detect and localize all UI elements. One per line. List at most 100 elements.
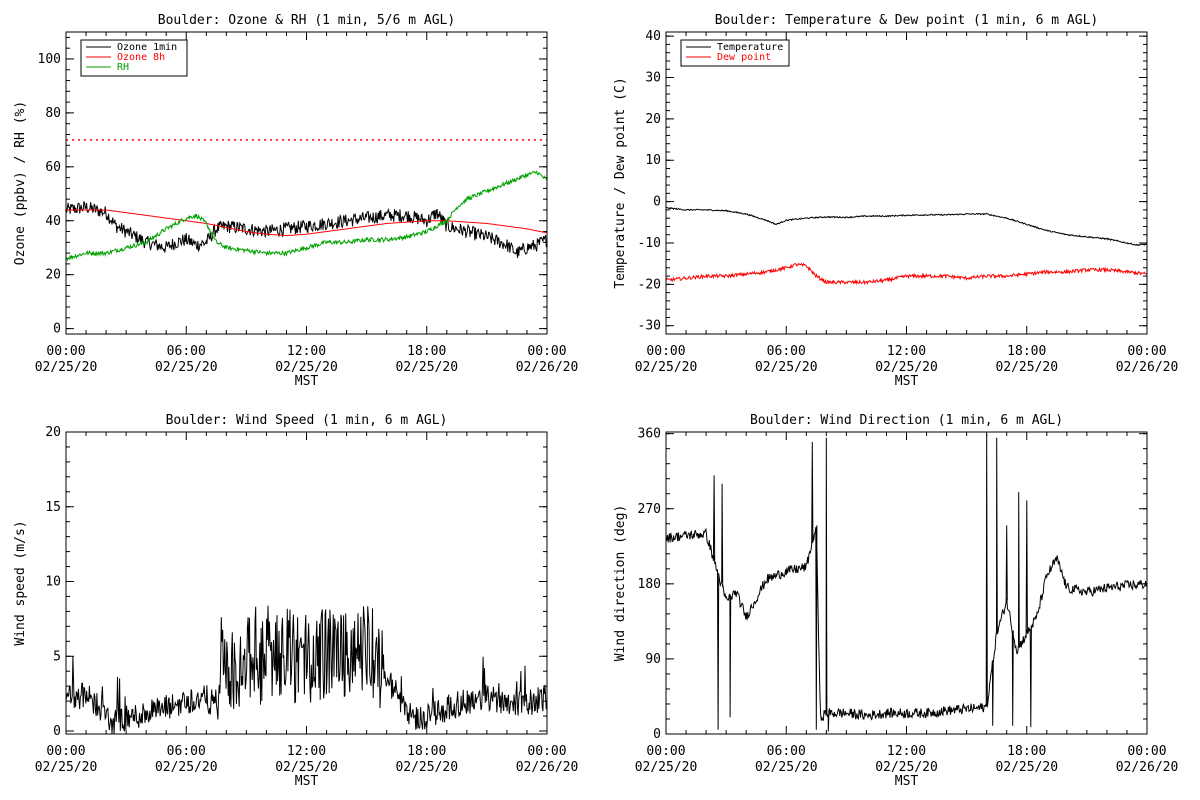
y-tick-label: 20 (45, 268, 61, 283)
y-tick-label: -30 (638, 319, 661, 334)
y-tick-label: 40 (45, 214, 61, 229)
x-tick-date-label: 02/26/20 (516, 760, 579, 775)
x-tick-date-label: 02/25/20 (875, 760, 938, 775)
x-tick-date-label: 02/25/20 (275, 360, 338, 375)
axes-frame (665, 31, 1148, 335)
axes-frame (65, 431, 548, 735)
y-tick-label: -10 (638, 236, 661, 251)
y-tick-label: 80 (45, 106, 61, 121)
x-tick-date-label: 02/25/20 (35, 360, 98, 375)
x-tick-date-label: 02/25/20 (35, 760, 98, 775)
x-tick-time-label: 12:00 (887, 744, 926, 759)
series-line-dew-point (666, 262, 1147, 286)
x-tick-time-label: 00:00 (1127, 744, 1166, 759)
wind-direction-panel: Boulder: Wind Direction (1 min, 6 m AGL)… (613, 413, 1178, 789)
x-tick-time-label: 18:00 (1007, 344, 1046, 359)
plot-area (66, 605, 547, 734)
x-tick-date-label: 02/25/20 (155, 760, 218, 775)
temperature-dewpoint-panel: Boulder: Temperature & Dew point (1 min,… (613, 13, 1178, 389)
x-tick-time-label: 00:00 (527, 344, 566, 359)
x-tick-time-label: 18:00 (407, 344, 446, 359)
legend-box (680, 39, 790, 67)
x-axis-label: MST (295, 374, 319, 389)
x-axis-label: MST (295, 774, 319, 789)
axes-frame (665, 431, 1148, 735)
y-tick-label: 0 (653, 195, 661, 210)
series-line-temperature (666, 206, 1147, 247)
x-tick-time-label: 12:00 (287, 744, 326, 759)
y-tick-label: 0 (53, 322, 61, 337)
x-tick-time-label: 00:00 (46, 744, 85, 759)
x-tick-time-label: 06:00 (167, 344, 206, 359)
y-tick-label: 100 (38, 52, 61, 67)
x-tick-time-label: 12:00 (887, 344, 926, 359)
x-tick-date-label: 02/25/20 (635, 760, 698, 775)
x-tick-time-label: 18:00 (1007, 744, 1046, 759)
y-tick-label: 60 (45, 160, 61, 175)
y-tick-label: 30 (645, 71, 661, 86)
x-tick-date-label: 02/25/20 (395, 360, 458, 375)
legend-label: RH (117, 62, 129, 73)
x-tick-date-label: 02/25/20 (155, 360, 218, 375)
series-line-rh (66, 170, 547, 262)
legend-label: Dew point (717, 52, 771, 63)
y-tick-label: -20 (638, 277, 661, 292)
x-tick-time-label: 06:00 (767, 744, 806, 759)
x-tick-time-label: 00:00 (46, 344, 85, 359)
x-axis-label: MST (895, 374, 919, 389)
x-tick-date-label: 02/25/20 (995, 760, 1058, 775)
x-tick-date-label: 02/25/20 (395, 760, 458, 775)
x-tick-date-label: 02/26/20 (1116, 760, 1179, 775)
y-tick-label: 0 (653, 727, 661, 742)
chart-title: Boulder: Ozone & RH (1 min, 5/6 m AGL) (158, 13, 455, 28)
y-axis-label: Temperature / Dew point (C) (613, 77, 628, 288)
legend-label: Temperature (717, 42, 783, 53)
x-tick-time-label: 12:00 (287, 344, 326, 359)
axes-frame (65, 31, 548, 335)
y-axis-label: Wind speed (m/s) (13, 520, 28, 645)
y-tick-label: 10 (645, 153, 661, 168)
wind-speed-panel: Boulder: Wind Speed (1 min, 6 m AGL) Wind… (13, 413, 578, 789)
chart-title: Boulder: Wind Direction (1 min, 6 m AGL) (750, 413, 1063, 428)
x-tick-time-label: 00:00 (646, 744, 685, 759)
x-tick-date-label: 02/25/20 (275, 760, 338, 775)
y-tick-label: 40 (645, 29, 661, 44)
x-tick-date-label: 02/25/20 (875, 360, 938, 375)
chart-title: Boulder: Temperature & Dew point (1 min,… (715, 13, 1099, 28)
x-tick-date-label: 02/25/20 (755, 760, 818, 775)
y-tick-label: 90 (645, 652, 661, 667)
x-tick-time-label: 00:00 (527, 744, 566, 759)
x-tick-date-label: 02/25/20 (995, 360, 1058, 375)
chart-title: Boulder: Wind Speed (1 min, 6 m AGL) (166, 413, 448, 428)
y-tick-label: 180 (638, 577, 661, 592)
legend-label: Ozone 1min (117, 42, 177, 53)
series-line-data (66, 605, 547, 734)
series-line-data (666, 433, 1147, 732)
y-tick-label: 15 (45, 500, 61, 515)
y-tick-label: 20 (45, 425, 61, 440)
legend-box (80, 39, 188, 77)
legend-label: Ozone 8h (117, 52, 165, 63)
y-tick-label: 20 (645, 112, 661, 127)
ozone-rh-panel: Boulder: Ozone & RH (1 min, 5/6 m AGL) Oz… (13, 13, 578, 389)
x-tick-date-label: 02/26/20 (1116, 360, 1179, 375)
series-line-ozone-1min (66, 200, 547, 259)
series-line-ozone-8h (66, 209, 547, 237)
x-tick-time-label: 00:00 (1127, 344, 1166, 359)
plot-area (666, 206, 1147, 286)
y-axis-label: Ozone (ppbv) / RH (%) (13, 101, 28, 265)
y-tick-label: 270 (638, 502, 661, 517)
x-axis-label: MST (895, 774, 919, 789)
y-tick-label: 10 (45, 575, 61, 590)
x-tick-time-label: 18:00 (407, 744, 446, 759)
x-tick-time-label: 00:00 (646, 344, 685, 359)
plot-area (66, 139, 547, 262)
x-tick-date-label: 02/26/20 (516, 360, 579, 375)
x-tick-time-label: 06:00 (767, 344, 806, 359)
plot-area (666, 433, 1147, 732)
y-axis-label: Wind direction (deg) (613, 505, 628, 662)
y-tick-label: 5 (53, 649, 61, 664)
x-tick-date-label: 02/25/20 (755, 360, 818, 375)
y-tick-label: 0 (53, 724, 61, 739)
